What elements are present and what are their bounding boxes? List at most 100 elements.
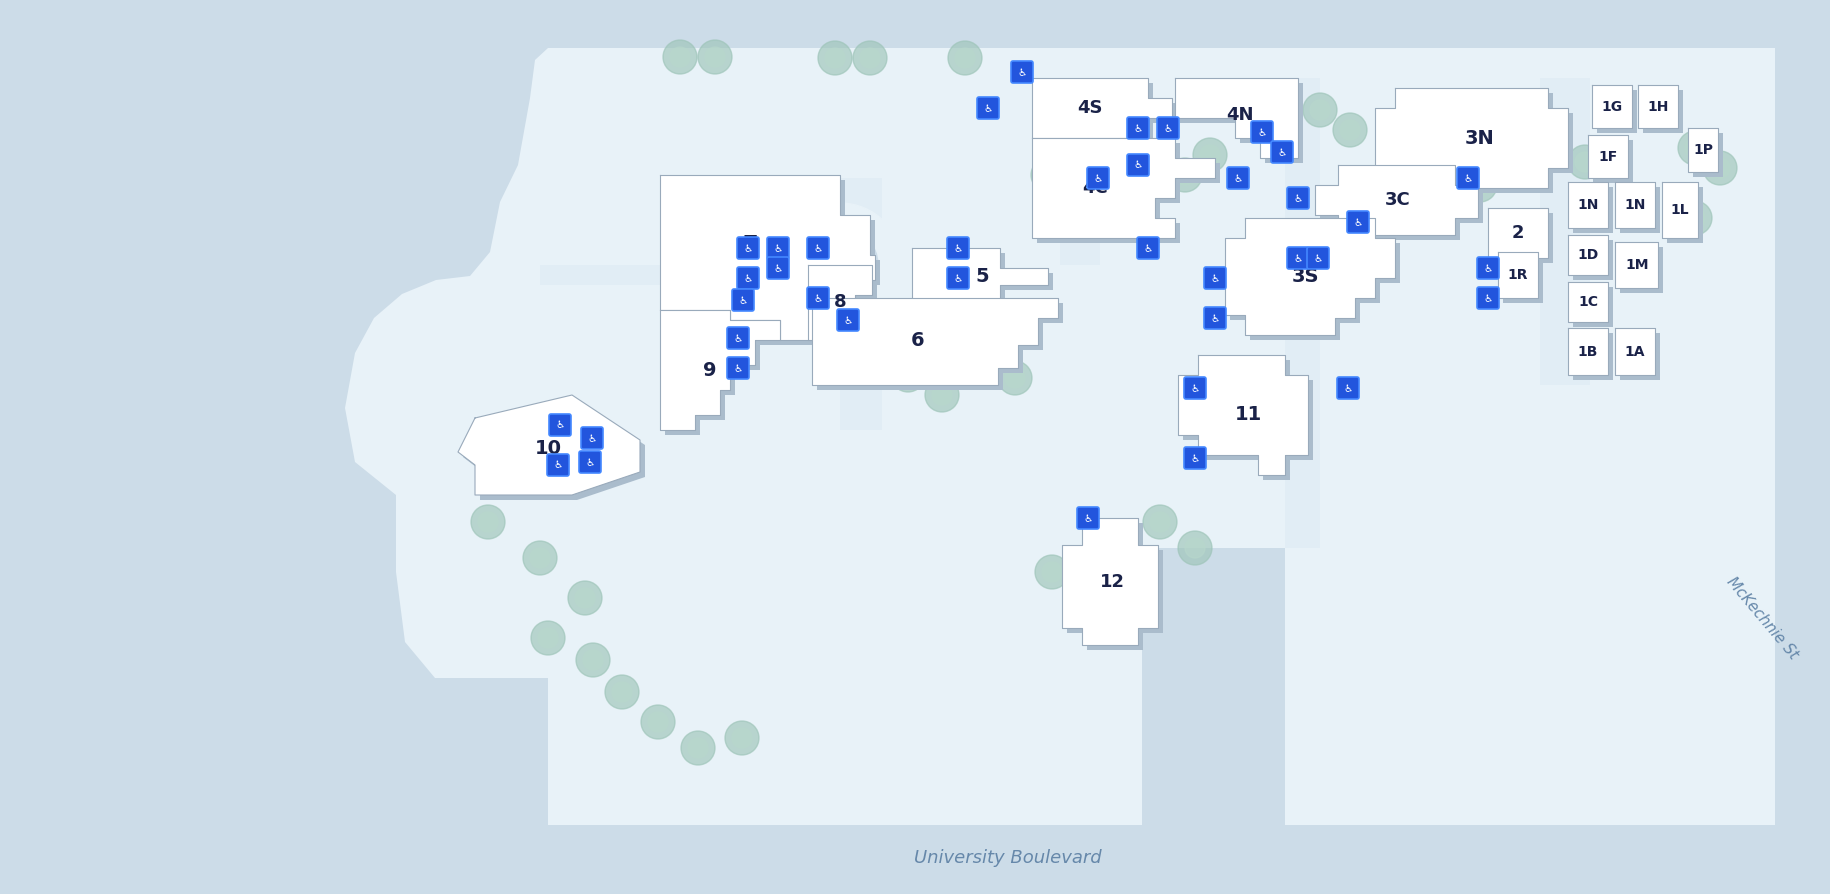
Polygon shape (1638, 85, 1678, 128)
Text: 1M: 1M (1625, 258, 1649, 272)
Text: ♿: ♿ (983, 104, 992, 114)
FancyBboxPatch shape (767, 257, 789, 279)
Polygon shape (816, 303, 1063, 390)
FancyBboxPatch shape (578, 451, 600, 473)
Circle shape (576, 643, 609, 677)
FancyBboxPatch shape (737, 237, 759, 259)
FancyBboxPatch shape (836, 309, 858, 331)
FancyBboxPatch shape (1127, 154, 1149, 176)
Circle shape (1080, 582, 1100, 602)
Text: ♿: ♿ (553, 460, 562, 470)
Text: ♿: ♿ (743, 243, 752, 254)
Circle shape (948, 41, 983, 75)
Polygon shape (1574, 187, 1612, 233)
Circle shape (1440, 155, 1460, 175)
Text: 1H: 1H (1647, 100, 1669, 114)
FancyBboxPatch shape (1204, 307, 1226, 329)
Polygon shape (1499, 252, 1537, 298)
Polygon shape (911, 248, 1049, 305)
Polygon shape (809, 265, 873, 340)
Polygon shape (1224, 218, 1394, 335)
Circle shape (531, 548, 551, 568)
Text: ♿: ♿ (587, 434, 597, 443)
Text: ♿: ♿ (813, 293, 824, 303)
Polygon shape (1061, 518, 1158, 645)
Circle shape (1052, 183, 1087, 217)
Polygon shape (1182, 360, 1312, 480)
Text: 4N: 4N (1226, 106, 1254, 124)
Circle shape (1568, 145, 1601, 179)
Text: 3N: 3N (1466, 129, 1495, 148)
FancyBboxPatch shape (1307, 247, 1329, 269)
Circle shape (1179, 531, 1211, 565)
Circle shape (662, 40, 697, 74)
Circle shape (1030, 158, 1065, 192)
Polygon shape (1620, 187, 1660, 233)
Circle shape (1200, 145, 1221, 165)
Text: ♿: ♿ (1484, 264, 1493, 274)
FancyBboxPatch shape (1010, 61, 1032, 83)
Text: ♿: ♿ (813, 243, 824, 254)
Polygon shape (1060, 78, 1100, 265)
Text: McKechnie St: McKechnie St (1724, 574, 1801, 662)
FancyBboxPatch shape (767, 237, 789, 259)
Circle shape (725, 721, 759, 755)
Text: 1N: 1N (1577, 198, 1599, 212)
Polygon shape (1285, 78, 1319, 548)
Polygon shape (1693, 133, 1724, 177)
Polygon shape (813, 298, 1058, 385)
Polygon shape (1180, 83, 1303, 163)
Text: 10: 10 (534, 438, 562, 458)
FancyBboxPatch shape (1252, 121, 1274, 143)
Polygon shape (1230, 223, 1400, 340)
Circle shape (1193, 138, 1226, 172)
FancyBboxPatch shape (1184, 377, 1206, 399)
FancyBboxPatch shape (1204, 267, 1226, 289)
FancyBboxPatch shape (1286, 187, 1308, 209)
Text: ♿: ♿ (1277, 148, 1286, 157)
Polygon shape (1592, 85, 1632, 128)
Text: 4S: 4S (1078, 99, 1103, 117)
FancyBboxPatch shape (977, 97, 999, 119)
Circle shape (1709, 158, 1729, 178)
Text: ♿: ♿ (1210, 314, 1219, 324)
Circle shape (606, 675, 639, 709)
Polygon shape (1038, 143, 1221, 243)
FancyBboxPatch shape (1226, 167, 1250, 189)
FancyBboxPatch shape (807, 287, 829, 309)
Text: 7: 7 (743, 235, 758, 255)
FancyBboxPatch shape (737, 267, 759, 289)
Circle shape (589, 445, 609, 465)
Polygon shape (540, 265, 840, 285)
Polygon shape (1574, 333, 1612, 380)
Polygon shape (1662, 182, 1698, 238)
FancyBboxPatch shape (547, 454, 569, 476)
Circle shape (1462, 168, 1497, 202)
Polygon shape (1502, 257, 1543, 303)
FancyBboxPatch shape (1457, 167, 1479, 189)
Polygon shape (1667, 187, 1704, 243)
Circle shape (1186, 538, 1204, 558)
FancyBboxPatch shape (1477, 287, 1499, 309)
Text: 1P: 1P (1693, 143, 1713, 157)
Circle shape (1060, 190, 1080, 210)
Text: ♿: ♿ (1464, 173, 1473, 183)
Circle shape (1168, 158, 1202, 192)
Circle shape (567, 581, 602, 615)
Text: ♿: ♿ (1210, 274, 1219, 283)
FancyBboxPatch shape (1157, 117, 1179, 139)
FancyBboxPatch shape (1286, 247, 1308, 269)
Polygon shape (1568, 235, 1609, 275)
Circle shape (805, 300, 825, 320)
Text: ♿: ♿ (554, 420, 565, 431)
Circle shape (924, 378, 959, 412)
Text: ♿: ♿ (1190, 453, 1200, 463)
Circle shape (891, 358, 924, 392)
Polygon shape (1620, 333, 1660, 380)
Polygon shape (463, 400, 644, 500)
Text: 1A: 1A (1625, 345, 1645, 359)
Circle shape (1704, 151, 1737, 185)
FancyBboxPatch shape (946, 237, 970, 259)
Polygon shape (1598, 90, 1638, 133)
Text: 4C: 4C (1082, 179, 1107, 197)
